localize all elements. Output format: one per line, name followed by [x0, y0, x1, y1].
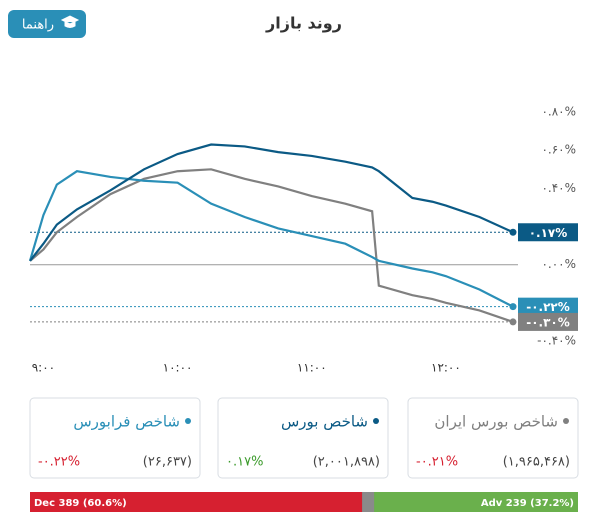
- end-label: -۰.۳۰%: [526, 315, 570, 329]
- index-name: شاخص فرابورس: [73, 413, 180, 431]
- index-change: -۰.۲۲%: [38, 455, 80, 470]
- index-value: (۲۶,۶۳۷): [143, 455, 192, 470]
- x-tick-label: ۹:۰۰: [32, 361, 55, 375]
- end-label-box: [518, 312, 578, 331]
- index-change: ۰.۱۷%: [226, 455, 263, 470]
- help-label[interactable]: راهنما: [22, 18, 54, 33]
- index-dot: [563, 418, 569, 424]
- index-card: [407, 397, 579, 479]
- x-tick-label: ۱۰:۰۰: [163, 361, 193, 375]
- help-button[interactable]: [8, 10, 86, 38]
- series-line: [29, 143, 514, 262]
- y-tick-label: ۰.۸۰%: [541, 105, 576, 119]
- y-tick-label: ۰.۴۰%: [541, 181, 576, 195]
- end-point: [509, 303, 517, 311]
- index-dot: [373, 418, 379, 424]
- end-label: -۰.۲۲%: [526, 300, 570, 314]
- end-label-box: [518, 297, 578, 316]
- advance-bar: [374, 492, 578, 512]
- x-tick-label: ۱۱:۰۰: [297, 361, 327, 375]
- end-point: [509, 228, 517, 236]
- y-tick-label: -۰.۴۰%: [537, 334, 576, 348]
- x-tick-label: ۱۲:۰۰: [431, 361, 461, 375]
- end-point: [509, 318, 517, 326]
- end-label-box: [518, 223, 578, 242]
- index-value: (۲,۰۰۱,۸۹۸): [313, 455, 380, 470]
- series-line: [28, 170, 514, 308]
- decline-label: Dec 389 (60.6%): [34, 498, 127, 509]
- index-card: [29, 397, 201, 479]
- index-name: شاخص بورس ایران: [434, 413, 558, 431]
- index-card: [217, 397, 389, 479]
- end-label: ۰.۱۷%: [529, 226, 568, 240]
- index-dot: [185, 418, 191, 424]
- y-tick-label: ۰.۰۰%: [541, 257, 576, 271]
- index-name: شاخص بورس: [281, 413, 368, 431]
- y-tick-label: ۰.۶۰%: [541, 143, 576, 157]
- index-value: (۱,۹۶۵,۴۶۸): [503, 455, 570, 470]
- decline-bar: [30, 492, 363, 512]
- help-icon: [60, 15, 80, 28]
- advance-label: Adv 239 (37.2%): [481, 498, 574, 509]
- title: روند بازار: [265, 14, 342, 33]
- series-line: [29, 168, 514, 323]
- index-change: -۰.۲۱%: [416, 455, 458, 470]
